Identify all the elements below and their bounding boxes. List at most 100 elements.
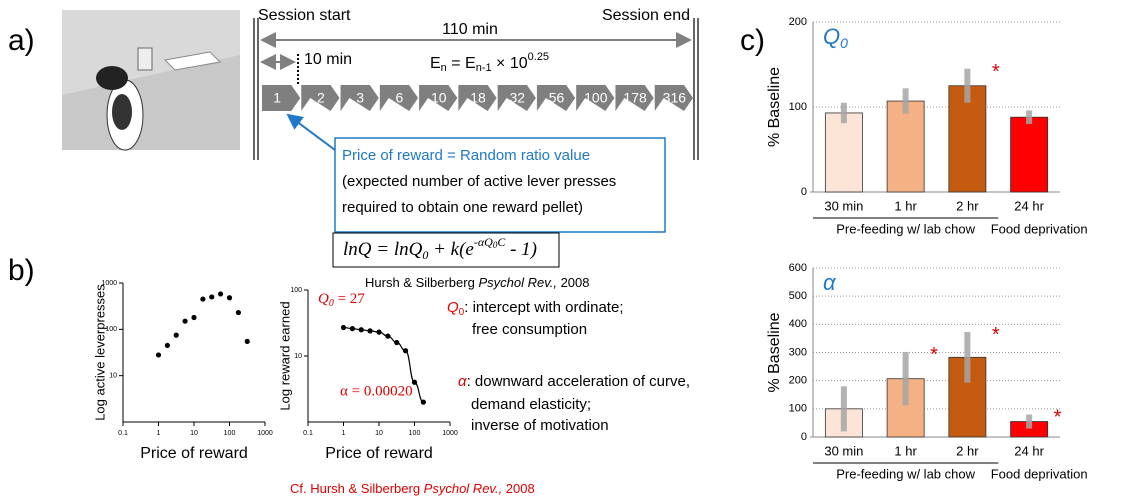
x-tick-label: 1000	[442, 430, 458, 437]
duration: 110 min	[442, 21, 498, 38]
bar	[824, 112, 863, 193]
category-label: 30 min	[824, 443, 863, 458]
y-tick-label: 200	[789, 375, 807, 387]
error-bar	[902, 88, 909, 114]
category-label: 2 hr	[956, 443, 979, 458]
significance: *	[930, 344, 938, 366]
y-axis-label: % Baseline	[766, 67, 783, 147]
reference: Cf. Hursh & Silberberg Psychol Rev., 200…	[290, 481, 535, 496]
chart-title: α	[823, 270, 837, 295]
point	[411, 379, 418, 385]
ratio-label: 32	[509, 90, 525, 106]
significance: *	[992, 61, 1000, 83]
ratio-step	[262, 85, 301, 111]
y-tick-label: 10	[109, 373, 117, 380]
box-line: Price of reward = Random ratio value	[342, 147, 590, 164]
bar	[1010, 116, 1049, 193]
y-axis-label: % Baseline	[766, 312, 783, 392]
x-tick-label: 10	[190, 430, 198, 437]
alpha-note: demand elasticity;	[471, 396, 591, 413]
equation-box	[332, 232, 560, 268]
ratio-label: 10	[431, 90, 447, 106]
q0-label: Q0 = 27	[318, 291, 365, 309]
panel-label: b)	[8, 254, 35, 287]
point	[226, 295, 233, 301]
x-tick-label: 10	[375, 430, 383, 437]
significance: *	[992, 324, 1000, 346]
x-tick-label: 0.1	[118, 430, 128, 437]
q0-note: free consumption	[472, 321, 587, 338]
ratio-step	[654, 85, 693, 111]
ratio-step	[576, 85, 615, 111]
significance: *	[1054, 407, 1062, 429]
x-tick-label: 0.1	[303, 430, 313, 437]
chart-title: Q0	[823, 24, 848, 51]
point	[209, 294, 215, 300]
x-tick-label: 1	[157, 430, 161, 437]
point	[235, 309, 241, 316]
session-end: Session end	[602, 7, 690, 24]
x-axis-label: Price of reward	[325, 445, 433, 462]
x-tick-label: 100	[409, 430, 421, 437]
point	[340, 324, 347, 331]
y-tick-label: 500	[789, 290, 807, 302]
y-tick-label: 400	[789, 318, 807, 330]
ratio-step	[379, 85, 419, 111]
point	[376, 329, 382, 335]
alpha-label: α = 0.00020	[340, 383, 413, 399]
point	[217, 291, 224, 297]
price-box	[334, 137, 666, 233]
ratio-label: 2	[317, 90, 325, 106]
y-axis-label: Log reward earned	[277, 301, 292, 410]
ratio-label: 56	[549, 90, 565, 106]
error-bar	[1026, 414, 1033, 429]
point	[164, 342, 170, 349]
point	[402, 348, 409, 354]
point	[244, 338, 250, 344]
formula: En = En-1 × 100.25	[430, 51, 549, 74]
alpha-note: inverse of motivation	[471, 417, 609, 434]
ratio-sequence: 1 2 3 6 10 18 32 56 100 178 316	[262, 85, 693, 111]
y-tick-label: 100	[290, 287, 302, 294]
price-arrow	[286, 113, 336, 151]
alpha-note: α: downward acceleration of curve,	[458, 373, 690, 390]
y-tick-label: 100	[789, 403, 807, 415]
ratio-label: 18	[470, 90, 486, 106]
error-bar	[840, 386, 847, 432]
equation: lnQ = lnQ0 + k(e-αQ0C - 1)	[343, 235, 537, 262]
group-label: Pre-feeding w/ lab chow	[836, 221, 975, 236]
point	[420, 399, 426, 405]
ratio-step	[497, 85, 536, 111]
point	[367, 328, 373, 334]
ratio-label: 3	[356, 90, 364, 106]
panel-label: c)	[740, 24, 765, 57]
group-label: Food deprivation	[991, 221, 1088, 236]
title-part: α	[823, 270, 837, 295]
point	[155, 352, 162, 358]
y-tick-label: 10	[294, 353, 302, 360]
y-tick-label: 300	[789, 346, 807, 358]
category-label: 2 hr	[956, 198, 979, 213]
ratio-step	[536, 85, 576, 111]
q0-note: Q0: intercept with ordinate;	[447, 299, 624, 318]
ratio-step	[340, 85, 379, 111]
box-line: required to obtain one reward pellet)	[342, 199, 583, 216]
fit-curve	[343, 326, 424, 403]
group-label: Pre-feeding w/ lab chow	[836, 466, 975, 481]
y-tick-label: 0	[801, 431, 807, 443]
ratio-label: 316	[663, 90, 687, 106]
step-label: 10 min	[304, 51, 352, 68]
citation: Hursh & Silberberg Psychol Rev., 2008	[365, 275, 590, 290]
x-tick-label: 1000	[257, 430, 273, 437]
error-bar	[840, 102, 847, 124]
ratio-step	[419, 85, 458, 111]
point	[358, 327, 364, 333]
y-tick-label: 100	[105, 326, 117, 333]
point	[200, 296, 206, 302]
category-label: 1 hr	[894, 443, 917, 458]
group-label: Food deprivation	[991, 466, 1088, 481]
x-tick-label: 1	[342, 430, 346, 437]
error-bar	[964, 68, 971, 103]
session-bounds	[253, 18, 699, 160]
